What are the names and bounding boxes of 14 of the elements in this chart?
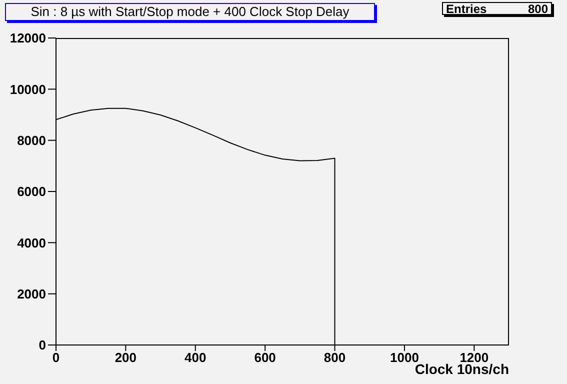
y-tick-label: 4000 — [17, 235, 46, 250]
y-tick-label: 8000 — [17, 132, 46, 148]
x-tick-label: 0 — [52, 350, 60, 366]
x-tick-label: 200 — [114, 350, 137, 366]
y-tick-label: 12000 — [10, 30, 46, 46]
y-tick-label: 0 — [38, 338, 46, 353]
chart-title: Sin : 8 µs with Start/Stop mode + 400 Clock Stop Delay — [5, 3, 375, 21]
y-tick-label: 10000 — [10, 82, 46, 97]
x-tick-label: 600 — [254, 350, 276, 366]
x-tick-label: 800 — [324, 350, 346, 366]
y-tick-label: 2000 — [17, 286, 46, 302]
y-tick-label: 6000 — [17, 184, 46, 200]
x-tick-label: 400 — [184, 350, 206, 366]
text: Entries 800 — [446, 2, 548, 16]
